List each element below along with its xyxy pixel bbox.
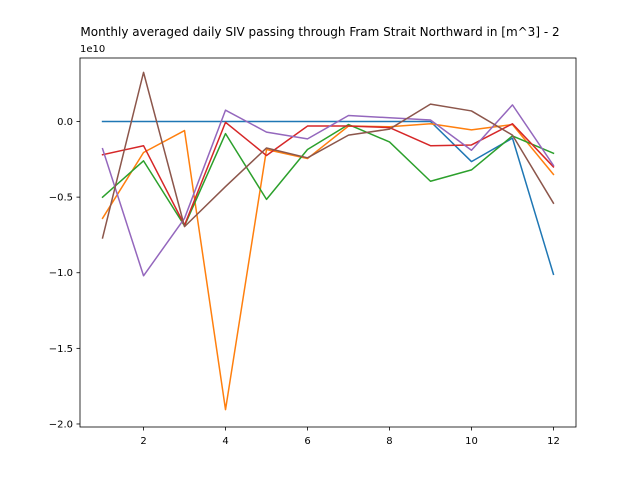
- series-line-3: [101, 123, 555, 227]
- x-tick-label: 6: [304, 436, 310, 447]
- series-line-4: [101, 121, 555, 226]
- series-line-1: [101, 120, 555, 276]
- series-line-5: [101, 104, 555, 277]
- x-tick-label: 8: [386, 436, 392, 447]
- y-tick-label: −0.5: [49, 193, 73, 204]
- tick-layer: 2 4 6 8 10 12 0.0 −0.5 −1.0 −1.5 −2.0: [49, 117, 560, 447]
- x-tick-label: 10: [465, 436, 478, 447]
- y-tick-label: 0.0: [57, 117, 73, 128]
- chart-title: Monthly averaged daily SIV passing throu…: [80, 25, 559, 39]
- series-line-6: [101, 71, 555, 239]
- y-tick-label: −1.0: [49, 268, 73, 279]
- y-tick-label: −1.5: [49, 344, 73, 355]
- y-tick-label: −2.0: [49, 419, 73, 430]
- plot-frame: [79, 57, 577, 428]
- series-line-2: [101, 123, 555, 411]
- x-tick-label: 4: [222, 436, 228, 447]
- y-offset-label: 1e10: [80, 44, 105, 55]
- series-layer: [101, 71, 555, 411]
- x-tick-label: 12: [547, 436, 560, 447]
- x-tick-label: 2: [140, 436, 146, 447]
